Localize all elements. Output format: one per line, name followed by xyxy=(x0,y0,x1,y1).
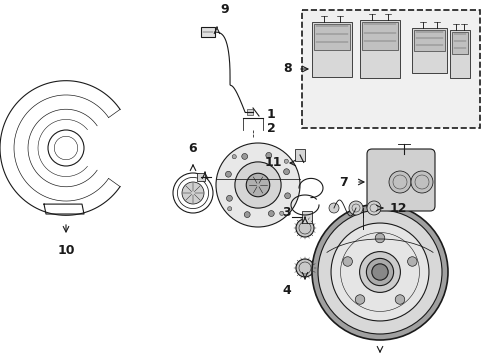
Text: 7: 7 xyxy=(339,175,347,189)
FancyBboxPatch shape xyxy=(366,149,434,211)
Circle shape xyxy=(279,211,283,215)
Circle shape xyxy=(295,219,313,237)
Text: 3: 3 xyxy=(282,206,290,219)
Bar xyxy=(201,27,215,37)
Circle shape xyxy=(359,252,400,292)
Circle shape xyxy=(388,171,410,193)
Circle shape xyxy=(407,257,416,266)
Circle shape xyxy=(366,201,380,215)
Text: 8: 8 xyxy=(283,63,291,76)
Text: 2: 2 xyxy=(266,122,275,135)
Circle shape xyxy=(317,210,441,334)
Circle shape xyxy=(348,201,362,215)
Circle shape xyxy=(283,169,289,175)
Text: 1: 1 xyxy=(266,108,275,121)
Circle shape xyxy=(182,182,203,204)
Circle shape xyxy=(371,264,387,280)
Bar xyxy=(197,173,204,181)
Bar xyxy=(359,20,399,78)
Bar xyxy=(302,10,479,128)
Circle shape xyxy=(268,211,274,216)
Circle shape xyxy=(354,295,364,304)
Circle shape xyxy=(284,193,290,199)
Text: 6: 6 xyxy=(188,142,197,155)
Circle shape xyxy=(366,258,393,285)
Circle shape xyxy=(295,259,313,277)
Bar xyxy=(413,30,444,51)
Circle shape xyxy=(394,295,404,304)
Bar xyxy=(294,149,305,161)
Bar xyxy=(451,32,467,54)
Circle shape xyxy=(330,223,428,321)
Bar xyxy=(449,30,469,78)
Circle shape xyxy=(232,154,236,159)
Circle shape xyxy=(284,159,288,163)
Text: 11: 11 xyxy=(264,157,282,170)
Circle shape xyxy=(410,171,432,193)
Circle shape xyxy=(244,212,250,217)
Circle shape xyxy=(225,171,231,177)
Circle shape xyxy=(328,203,338,213)
Bar xyxy=(302,211,311,223)
Circle shape xyxy=(216,143,299,227)
Bar xyxy=(313,24,349,50)
Circle shape xyxy=(241,153,247,159)
Circle shape xyxy=(246,173,269,197)
Circle shape xyxy=(311,204,447,340)
Text: 9: 9 xyxy=(220,3,229,16)
Text: 4: 4 xyxy=(282,284,290,297)
Circle shape xyxy=(227,207,231,211)
Text: 10: 10 xyxy=(57,244,75,257)
Circle shape xyxy=(342,257,352,266)
Circle shape xyxy=(265,152,271,158)
Circle shape xyxy=(374,233,384,243)
Bar xyxy=(361,22,397,50)
Circle shape xyxy=(226,195,232,201)
Bar xyxy=(311,22,351,77)
Bar xyxy=(246,109,252,115)
Bar xyxy=(411,28,446,73)
Circle shape xyxy=(234,162,281,208)
Text: 12: 12 xyxy=(389,202,407,215)
